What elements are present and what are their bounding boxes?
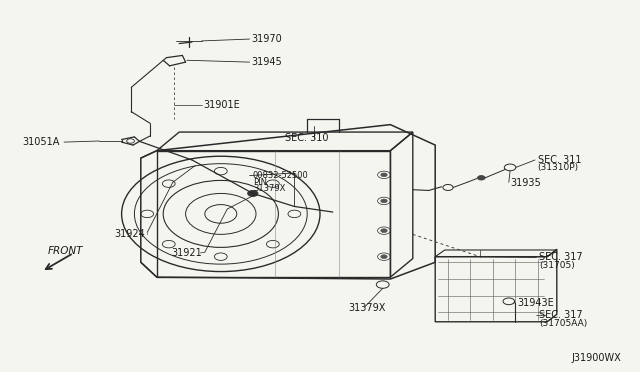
Text: 31051A: 31051A xyxy=(22,137,60,147)
Circle shape xyxy=(381,173,387,177)
Text: SEC. 317: SEC. 317 xyxy=(539,253,582,262)
Text: 31379X: 31379X xyxy=(253,185,285,193)
Text: 31943E: 31943E xyxy=(517,298,554,308)
Circle shape xyxy=(248,190,258,196)
Text: (31705): (31705) xyxy=(539,261,575,270)
Text: 31970: 31970 xyxy=(252,34,282,44)
Circle shape xyxy=(381,199,387,203)
Text: 31921: 31921 xyxy=(172,248,202,258)
Text: 31901E: 31901E xyxy=(204,100,240,110)
Text: J31900WX: J31900WX xyxy=(571,353,621,363)
Circle shape xyxy=(381,229,387,232)
Circle shape xyxy=(381,255,387,259)
Text: 31945: 31945 xyxy=(252,57,282,67)
Text: (31310P): (31310P) xyxy=(538,163,579,172)
Text: PIN: PIN xyxy=(253,178,267,187)
Text: SEC. 311: SEC. 311 xyxy=(538,155,581,165)
Text: 31924: 31924 xyxy=(114,230,145,239)
Text: SEC. 317: SEC. 317 xyxy=(539,311,582,320)
Circle shape xyxy=(477,176,485,180)
Text: SEC. 310: SEC. 310 xyxy=(285,134,328,143)
Text: FRONT: FRONT xyxy=(48,246,83,256)
Text: 31935: 31935 xyxy=(511,178,541,188)
Text: 31379X: 31379X xyxy=(349,303,386,312)
Text: 00832-52500: 00832-52500 xyxy=(253,171,308,180)
Text: (31705AA): (31705AA) xyxy=(539,319,587,328)
